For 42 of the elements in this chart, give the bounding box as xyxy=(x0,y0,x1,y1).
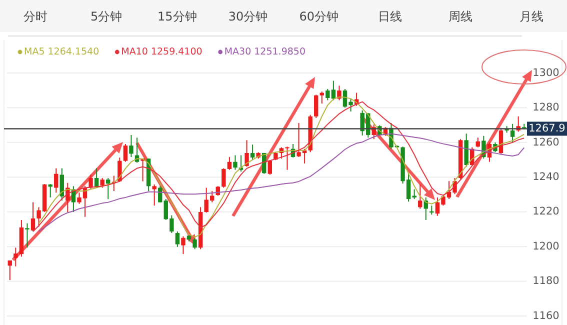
candlestick xyxy=(268,160,272,176)
y-tick-label: 1240 xyxy=(532,171,560,184)
legend-label: MA5 1264.1540 xyxy=(24,46,100,58)
candlestick xyxy=(152,184,156,206)
candlestick xyxy=(418,184,422,210)
candlestick xyxy=(192,237,197,250)
tabs: 分时 5分钟 15分钟 30分钟 60分钟 日线 周线 月线 xyxy=(23,9,544,24)
legend-label: MA30 1251.9850 xyxy=(224,46,306,58)
candlestick xyxy=(233,154,238,170)
candlestick xyxy=(158,186,162,203)
candlestick xyxy=(222,168,226,188)
candlestick xyxy=(476,137,480,148)
candlestick xyxy=(106,178,110,200)
y-tick-label: 1300 xyxy=(532,66,560,79)
candlestick xyxy=(510,123,515,143)
candlestick xyxy=(129,134,134,158)
candlestick xyxy=(100,178,104,188)
candlestick xyxy=(8,260,12,281)
candlestick xyxy=(48,184,52,198)
candlestick xyxy=(54,168,58,194)
candlestick xyxy=(250,144,255,161)
candlestick xyxy=(60,168,64,202)
y-tick-label: 1200 xyxy=(532,240,560,252)
y-tick-label: 1260 xyxy=(532,136,560,148)
ref-line-label: 1267.9 xyxy=(528,122,566,135)
candlestick xyxy=(94,168,99,188)
candlestick xyxy=(320,91,324,104)
y-tick-label: 1220 xyxy=(532,206,560,218)
candlestick xyxy=(244,140,249,168)
candlestick xyxy=(181,236,186,255)
y-tick-label: 1160 xyxy=(532,310,560,322)
candlestick xyxy=(123,143,128,162)
candlestick xyxy=(314,94,318,118)
legend-label: MA10 1259.4100 xyxy=(121,46,202,58)
candlestick xyxy=(227,156,232,170)
candlestick xyxy=(25,222,30,248)
candlestick xyxy=(30,202,36,232)
candlestick xyxy=(430,205,434,216)
y-tick-label: 1280 xyxy=(532,102,560,114)
candlestick xyxy=(88,174,93,190)
y-tick-label: 1180 xyxy=(532,275,560,288)
candlestick xyxy=(175,230,180,248)
